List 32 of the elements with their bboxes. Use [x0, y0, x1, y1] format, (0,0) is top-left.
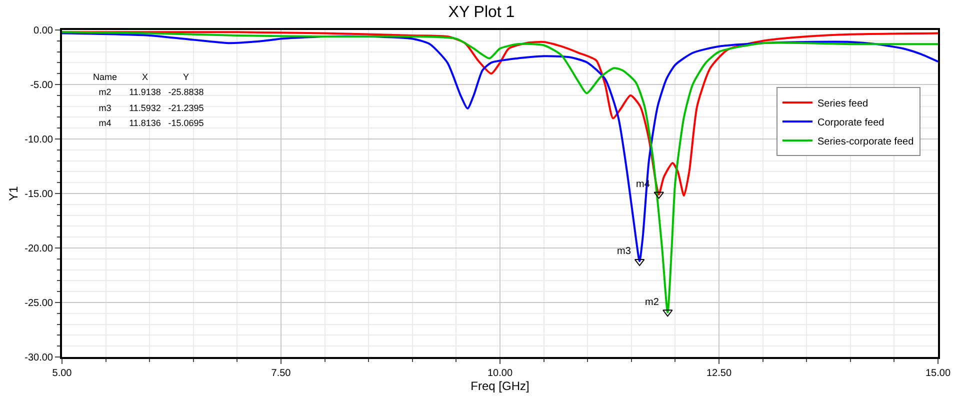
annotation: Name: [92, 72, 118, 82]
y-tick-label: -15.00: [24, 189, 54, 200]
annotation: m3: [617, 246, 632, 257]
y-tick-label: -25.00: [24, 298, 54, 309]
y-tick-label: 0.00: [34, 26, 54, 36]
annotation: m2: [98, 87, 112, 97]
x-tick-label: 12.50: [706, 368, 732, 379]
y-tick-label: -5.00: [30, 80, 54, 91]
annotation: -15.0695: [168, 118, 204, 128]
annotation: 11.5932: [129, 103, 161, 113]
annotation: X: [142, 72, 148, 82]
annotation: 11.9138: [129, 87, 161, 97]
legend-label: Corporate feed: [817, 117, 884, 128]
y-tick-label: -20.00: [24, 244, 54, 254]
x-tick-label: 10.00: [487, 368, 513, 379]
x-tick-label: 5.00: [52, 368, 72, 379]
annotation: -21.2395: [168, 103, 204, 113]
annotation: Y: [182, 72, 190, 82]
annotation: 11.8136: [129, 118, 161, 128]
legend-label: Series feed: [817, 98, 868, 110]
annotation: m3: [98, 103, 112, 113]
annotation: m4: [98, 118, 112, 128]
legend-label: Series-corporate feed: [817, 136, 914, 148]
annotation: m2: [645, 297, 660, 308]
y-tick-label: -30.00: [24, 352, 54, 364]
x-tick-label: 7.50: [271, 368, 292, 379]
y-tick-label: -10.00: [24, 134, 54, 146]
x-axis-title: Freq [GHz]: [470, 379, 530, 393]
y-axis-title: Y1: [6, 186, 20, 201]
x-tick-label: 15.00: [925, 368, 951, 379]
annotation: -25.8838: [168, 87, 204, 97]
chart-title: XY Plot 1: [448, 4, 515, 22]
